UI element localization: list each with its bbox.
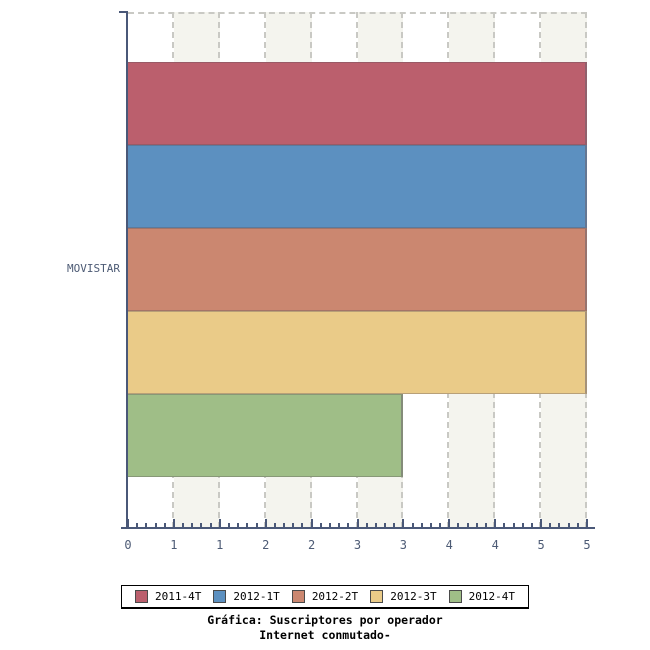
legend-swatch — [291, 590, 305, 603]
x-minor-tick — [512, 523, 515, 527]
legend-item-2012-2t: 2012-2T — [291, 590, 359, 603]
x-minor-tick — [374, 523, 377, 527]
x-tick-label: 0 — [124, 538, 132, 552]
chart-title-line2: Internet conmutado- — [259, 628, 391, 642]
x-minor-tick — [338, 523, 341, 527]
x-major-tick — [586, 519, 588, 527]
legend-swatch — [448, 590, 462, 603]
x-minor-tick — [393, 523, 396, 527]
x-minor-tick — [530, 523, 533, 527]
x-tick-label: 1 — [170, 538, 178, 552]
bar-2012-1t — [128, 145, 587, 228]
x-minor-tick — [283, 523, 286, 527]
y-axis-line — [126, 11, 128, 529]
x-tick-label: 3 — [399, 538, 407, 552]
legend-item-2012-1t: 2012-1T — [213, 590, 280, 603]
x-minor-tick — [503, 523, 506, 527]
bar-2012-4t — [128, 394, 404, 477]
x-tick-label: 4 — [445, 538, 453, 552]
x-minor-tick — [457, 523, 460, 527]
y-axis-top-tick — [119, 11, 128, 13]
x-minor-tick — [301, 523, 304, 527]
plot-top-dashed-border — [128, 12, 587, 14]
x-major-tick — [310, 519, 313, 527]
legend-item-2012-4t: 2012-4T — [448, 590, 515, 603]
x-major-tick — [494, 519, 497, 527]
legend-item-2011-4t: 2011-4T — [135, 590, 201, 603]
chart-title: Gráfica: Suscriptores por operador Inter… — [0, 613, 650, 643]
x-major-tick — [540, 519, 543, 527]
x-major-tick — [127, 519, 129, 527]
x-axis-ticks: 0 1 1 2 2 3 3 4 4 5 5 — [124, 519, 591, 558]
x-minor-tick — [136, 523, 139, 527]
x-major-tick — [448, 519, 451, 527]
x-major-tick — [264, 519, 267, 527]
legend-label: 2012-1T — [233, 590, 280, 603]
x-minor-tick — [145, 523, 148, 527]
x-minor-tick — [255, 523, 258, 527]
x-minor-tick — [411, 523, 414, 527]
x-major-tick — [402, 519, 405, 527]
legend-label: 2011-4T — [155, 590, 202, 603]
x-minor-tick — [237, 523, 240, 527]
x-tick-label: 1 — [216, 538, 224, 552]
x-minor-tick — [439, 523, 442, 527]
x-minor-tick — [475, 523, 478, 527]
x-minor-tick — [246, 523, 249, 527]
x-tick-label: 3 — [353, 538, 362, 552]
legend-swatch — [370, 590, 384, 603]
x-minor-tick — [429, 523, 432, 527]
x-minor-tick — [576, 523, 579, 527]
x-minor-tick — [549, 523, 552, 527]
bar-2011-4t — [128, 62, 587, 145]
legend-swatch — [213, 590, 227, 603]
x-minor-tick — [466, 523, 469, 527]
x-minor-tick — [292, 523, 295, 527]
x-major-tick — [172, 519, 175, 527]
legend-swatch — [135, 590, 148, 603]
legend-item-2012-3t: 2012-3T — [370, 590, 437, 603]
x-minor-tick — [420, 523, 423, 527]
x-minor-tick — [328, 523, 331, 527]
x-minor-tick — [319, 523, 322, 527]
x-minor-tick — [567, 523, 570, 527]
x-minor-tick — [521, 523, 524, 527]
x-minor-tick — [558, 523, 561, 527]
x-minor-tick — [200, 523, 203, 527]
x-minor-tick — [154, 523, 157, 527]
x-tick-label: 2 — [262, 538, 270, 552]
legend-label: 2012-2T — [311, 590, 359, 603]
bar-2012-2t — [128, 228, 587, 311]
x-minor-tick — [163, 523, 166, 527]
plot-area — [128, 12, 587, 528]
x-tick-label: 5 — [583, 538, 591, 552]
legend-label: 2012-4T — [468, 590, 515, 603]
legend: 2011-4T 2012-1T 2012-2T 2012-3T 2012-4T — [121, 585, 529, 609]
x-minor-tick — [273, 523, 276, 527]
x-minor-tick — [365, 523, 368, 527]
x-axis-line — [121, 527, 595, 529]
x-minor-tick — [485, 523, 488, 527]
x-major-tick — [356, 519, 359, 527]
bars — [128, 62, 587, 477]
x-minor-tick — [191, 523, 194, 527]
bar-2012-3t — [128, 311, 587, 394]
x-minor-tick — [384, 523, 387, 527]
x-tick-label: 2 — [307, 538, 316, 552]
y-category-label: MOVISTAR — [67, 262, 120, 275]
x-major-tick — [218, 519, 221, 527]
legend-label: 2012-3T — [390, 590, 437, 603]
x-minor-tick — [227, 523, 230, 527]
chart-title-line1: Gráfica: Suscriptores por operador — [207, 613, 443, 627]
x-minor-tick — [209, 523, 212, 527]
x-minor-tick — [182, 523, 185, 527]
x-minor-tick — [347, 523, 350, 527]
x-tick-label: 5 — [537, 538, 545, 552]
x-tick-label: 4 — [491, 538, 499, 552]
